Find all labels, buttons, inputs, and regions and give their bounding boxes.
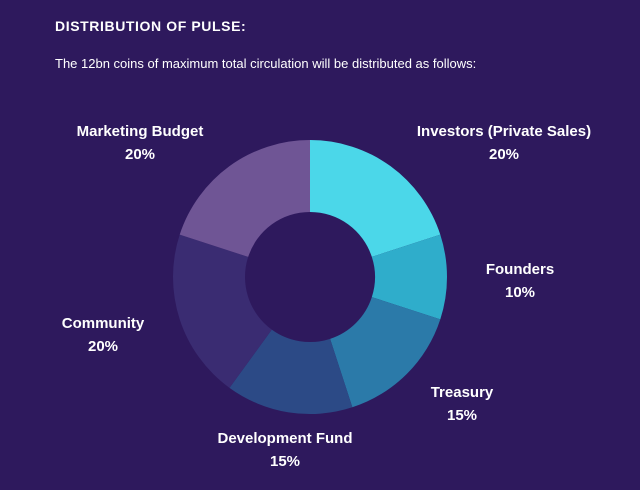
chart-label-value: 20% bbox=[87, 338, 119, 355]
chart-label-marketing-budget: Marketing Budget 20% bbox=[40, 120, 240, 166]
donut-chart bbox=[172, 139, 448, 415]
chart-label-value: 20% bbox=[124, 146, 156, 163]
chart-label-founders: Founders 10% bbox=[450, 258, 590, 304]
chart-label-name: Marketing Budget bbox=[76, 123, 204, 140]
chart-label-value: 15% bbox=[446, 407, 478, 424]
chart-label-value: 20% bbox=[488, 146, 520, 163]
donut-segment-investors-private-sales bbox=[310, 140, 441, 257]
chart-label-name: Founders bbox=[485, 261, 555, 278]
donut-segment-community bbox=[173, 234, 272, 388]
donut-segment-development-fund bbox=[229, 329, 353, 414]
donut-segment-marketing-budget bbox=[179, 140, 310, 257]
chart-label-name: Treasury bbox=[430, 384, 494, 401]
page-subtitle: The 12bn coins of maximum total circulat… bbox=[55, 56, 477, 71]
chart-label-name: Community bbox=[61, 315, 145, 332]
chart-label-name: Development Fund bbox=[217, 430, 353, 447]
chart-label-name: Investors (Private Sales) bbox=[416, 123, 592, 140]
donut-chart-svg bbox=[173, 140, 447, 414]
chart-label-treasury: Treasury 15% bbox=[392, 381, 532, 427]
donut-segment-treasury bbox=[330, 297, 441, 408]
chart-label-investors-private-sales: Investors (Private Sales) 20% bbox=[384, 120, 624, 166]
chart-label-value: 10% bbox=[504, 284, 536, 301]
page-title: DISTRIBUTION OF PULSE: bbox=[55, 18, 247, 34]
donut-segment-founders bbox=[371, 234, 447, 320]
chart-label-value: 15% bbox=[269, 453, 301, 470]
chart-label-community: Community 20% bbox=[23, 312, 183, 358]
chart-label-development-fund: Development Fund 15% bbox=[175, 427, 395, 473]
